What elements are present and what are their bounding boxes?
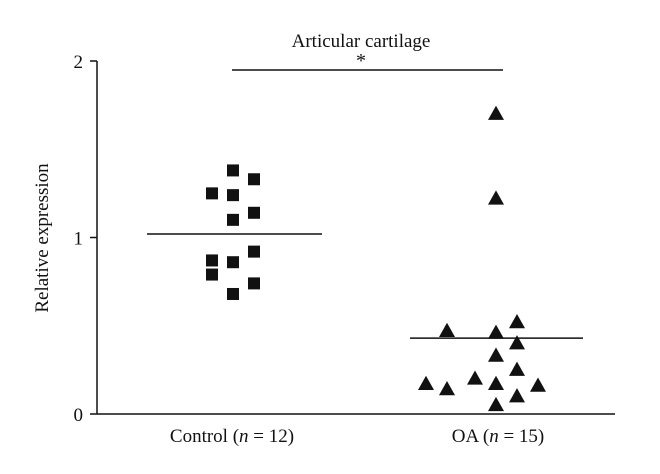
y-tick-label-1: 1 (74, 229, 84, 250)
point-oa-8 (467, 370, 483, 385)
point-oa-7 (509, 361, 525, 376)
chart-title: Articular cartilage (292, 31, 431, 52)
point-oa-10 (488, 375, 504, 390)
point-oa-12 (439, 381, 455, 396)
point-control-4 (248, 206, 260, 219)
point-oa-5 (509, 335, 525, 350)
point-control-9 (206, 268, 218, 281)
point-oa-14 (488, 396, 504, 412)
point-control-11 (227, 287, 239, 300)
data-points (206, 105, 546, 412)
x-label-control: Control (n = 12) (170, 426, 294, 447)
point-oa-3 (439, 322, 455, 338)
point-control-8 (227, 256, 239, 269)
y-tick-label-2: 2 (74, 52, 84, 73)
point-oa-1 (488, 190, 504, 205)
point-oa-2 (509, 313, 525, 329)
point-oa-6 (488, 347, 504, 362)
point-control-6 (248, 245, 260, 258)
point-control-1 (248, 173, 260, 186)
x-label-oa: OA (n = 15) (452, 426, 545, 447)
point-oa-4 (488, 324, 504, 339)
point-oa-11 (530, 377, 546, 392)
point-control-5 (227, 213, 239, 226)
point-control-3 (227, 189, 239, 202)
y-ticks: 0 1 2 (74, 52, 97, 426)
point-oa-9 (418, 375, 434, 390)
y-axis-label: Relative expression (32, 163, 53, 313)
point-oa-13 (509, 388, 525, 403)
point-control-0 (227, 164, 239, 177)
point-control-10 (248, 277, 260, 290)
point-control-2 (206, 187, 218, 200)
point-oa-0 (488, 105, 504, 120)
significance-asterisk: * (356, 50, 366, 72)
y-tick-label-0: 0 (74, 405, 84, 426)
point-control-7 (206, 254, 218, 267)
